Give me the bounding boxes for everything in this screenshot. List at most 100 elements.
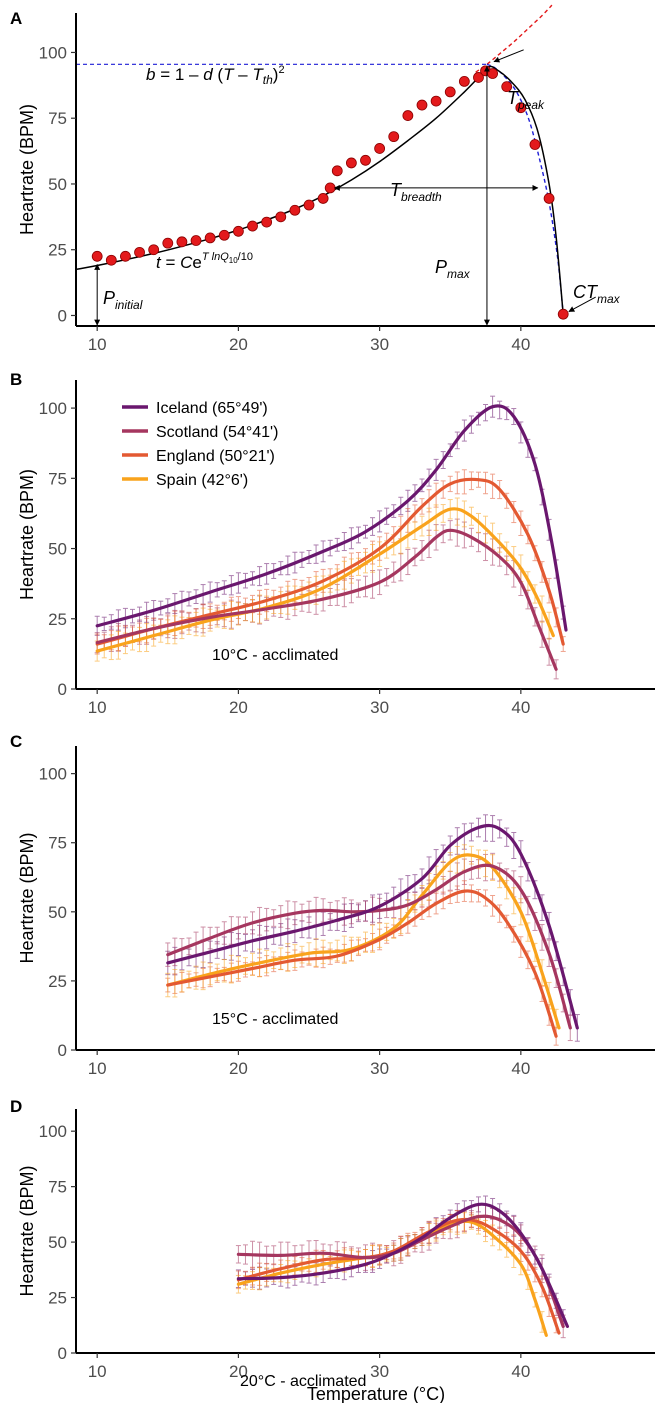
panel-c-y-tick-label: 100: [39, 765, 67, 784]
panel-a-data-point: [162, 237, 174, 249]
panel-d: D 0 25 50 75 100 10 20 30 40 Heartrate (BPM) 20°C…: [10, 1097, 655, 1390]
panel-c-errorbars-spain: [165, 844, 559, 1029]
panel-a-exponential-dashed-curve: [475, 4, 553, 73]
panel-a-data-point: [303, 199, 315, 211]
panel-b-y-tick-label: 25: [48, 610, 67, 629]
panel-b-y-tick-label: 100: [39, 399, 67, 418]
panel-d-line-iceland: [236, 1202, 569, 1328]
panel-a-data-point: [360, 154, 371, 166]
panel-a-data-point: [388, 131, 400, 143]
panel-a-data-point: [416, 99, 428, 111]
panel-a-tpeak-label: Tpeak: [507, 88, 545, 112]
panel-d-x-tick-label: 10: [88, 1362, 107, 1381]
panel-a-pmax-label: Pmax: [435, 257, 471, 281]
panel-b-line-scotland: [95, 528, 558, 671]
panel-a-y-tick-label: 0: [58, 306, 67, 325]
panel-a-tpeak-pointer: [493, 49, 524, 63]
panel-a-data-point: [275, 211, 287, 223]
panel-d-line-spain: [236, 1219, 548, 1337]
panel-a-data-point: [402, 110, 414, 121]
panel-a-ctmax-label: CTmax: [573, 282, 621, 306]
x-axis-title: Temperature (°C): [307, 1384, 445, 1403]
panel-a-y-tick-label: 75: [48, 109, 67, 128]
panel-a-x-tick-label: 20: [229, 335, 248, 354]
panel-a-data-point: [473, 72, 484, 83]
panel-b-caption: 10°C - acclimated: [212, 647, 338, 664]
panel-a-data-point: [120, 250, 131, 262]
panel-a-data-point: [204, 232, 216, 244]
panel-c-line-spain: [166, 853, 561, 1030]
panel-a-data-point: [105, 254, 117, 266]
panel-a-data-point: [261, 216, 273, 228]
panel-c-line-iceland: [166, 823, 579, 1030]
panel-c-x-tick-label: 40: [511, 1059, 530, 1078]
panel-a-y-tick-label: 100: [39, 43, 67, 62]
panel-c-y-tick-label: 50: [48, 903, 67, 922]
panel-a-y-tick-label: 25: [48, 241, 67, 260]
panel-a-y-tick-label: 50: [48, 175, 67, 194]
panel-a-data-point: [331, 165, 343, 177]
panel-a-data-point: [543, 193, 555, 204]
panel-a-x-tick-label: 40: [511, 335, 530, 354]
panel-a-data-point: [233, 225, 244, 237]
panel-d-caption: 20°C - acclimated: [240, 1373, 366, 1390]
panel-b-line-spain: [95, 507, 555, 653]
panel-a-data-point: [324, 182, 336, 194]
legend-label-spain: Spain (42°6'): [156, 472, 248, 489]
panel-letter-c: C: [10, 732, 22, 751]
panel-a-data-point: [289, 204, 301, 216]
panel-letter-b: B: [10, 370, 22, 389]
panel-c-y-axis-title: Heartrate (BPM): [17, 832, 37, 963]
panel-a-y-axis-title: Heartrate (BPM): [17, 104, 37, 235]
panel-a-quadratic-formula: b = 1 – d (T – Tth)2: [146, 64, 285, 87]
panel-a-data-point: [148, 244, 160, 256]
panel-a-data-point: [444, 86, 456, 98]
panel-b-line-iceland: [95, 404, 568, 632]
legend-label-england: England (50°21'): [156, 448, 275, 465]
panel-a-tbreadth-label: Tbreadth: [390, 180, 442, 204]
panel-b-x-tick-label: 40: [511, 698, 530, 717]
panel-a-x-tick-label: 30: [370, 335, 389, 354]
panel-d-y-tick-label: 50: [48, 1233, 67, 1252]
panel-c-line-scotland: [166, 863, 572, 1030]
panel-a-data-point: [345, 157, 357, 169]
panel-a-data-point: [190, 235, 202, 246]
panel-b-x-tick-label: 20: [229, 698, 248, 717]
panel-a-data-point: [529, 139, 541, 150]
panel-c-x-tick-label: 30: [370, 1059, 389, 1078]
panel-b-line-england: [95, 477, 565, 646]
panel-d-x-tick-label: 20: [229, 1362, 248, 1381]
panel-a-data-point: [458, 75, 470, 87]
panel-c-y-tick-label: 75: [48, 834, 67, 853]
panel-a-data-point: [317, 193, 329, 204]
panel-a-data-point: [218, 229, 230, 241]
panel-d-y-axis-title: Heartrate (BPM): [17, 1165, 37, 1296]
panel-b-y-tick-label: 0: [58, 680, 67, 699]
panel-b-x-tick-label: 30: [370, 698, 389, 717]
panel-c-line-england: [166, 889, 558, 1038]
panel-d-y-tick-label: 0: [58, 1344, 67, 1363]
panel-b-y-axis-title: Heartrate (BPM): [17, 469, 37, 600]
panel-c-x-tick-label: 20: [229, 1059, 248, 1078]
panel-a-data-point: [134, 246, 145, 258]
legend-label-iceland: Iceland (65°49'): [156, 400, 268, 417]
panel-b: B 0 25 50 75 100 10 20 30 40 Heartrate (BPM) Icel…: [10, 370, 655, 717]
panel-a-x-tick-label: 10: [88, 335, 107, 354]
panel-letter-d: D: [10, 1097, 22, 1116]
panel-c-x-tick-label: 10: [88, 1059, 107, 1078]
panel-b-y-tick-label: 50: [48, 540, 67, 559]
panel-b-y-tick-label: 75: [48, 469, 67, 488]
panel-d-x-tick-label: 30: [370, 1362, 389, 1381]
panel-c-y-tick-label: 25: [48, 972, 67, 991]
panel-a-data-point: [374, 143, 386, 154]
panel-a-pinitial-label: Pinitial: [103, 288, 143, 312]
panel-c-caption: 15°C - acclimated: [212, 1011, 338, 1028]
panel-a-data-point: [247, 220, 258, 232]
panel-d-x-tick-label: 40: [511, 1362, 530, 1381]
panel-letter-a: A: [10, 9, 22, 28]
panel-a: A b = 1 – d (T – Tth)2 t = CeT lnQ10/10 Tp…: [10, 4, 655, 354]
panel-a-exponential-formula: t = CeT lnQ10/10: [156, 251, 253, 272]
panel-d-y-tick-label: 100: [39, 1122, 67, 1141]
legend-label-scotland: Scotland (54°41'): [156, 424, 278, 441]
